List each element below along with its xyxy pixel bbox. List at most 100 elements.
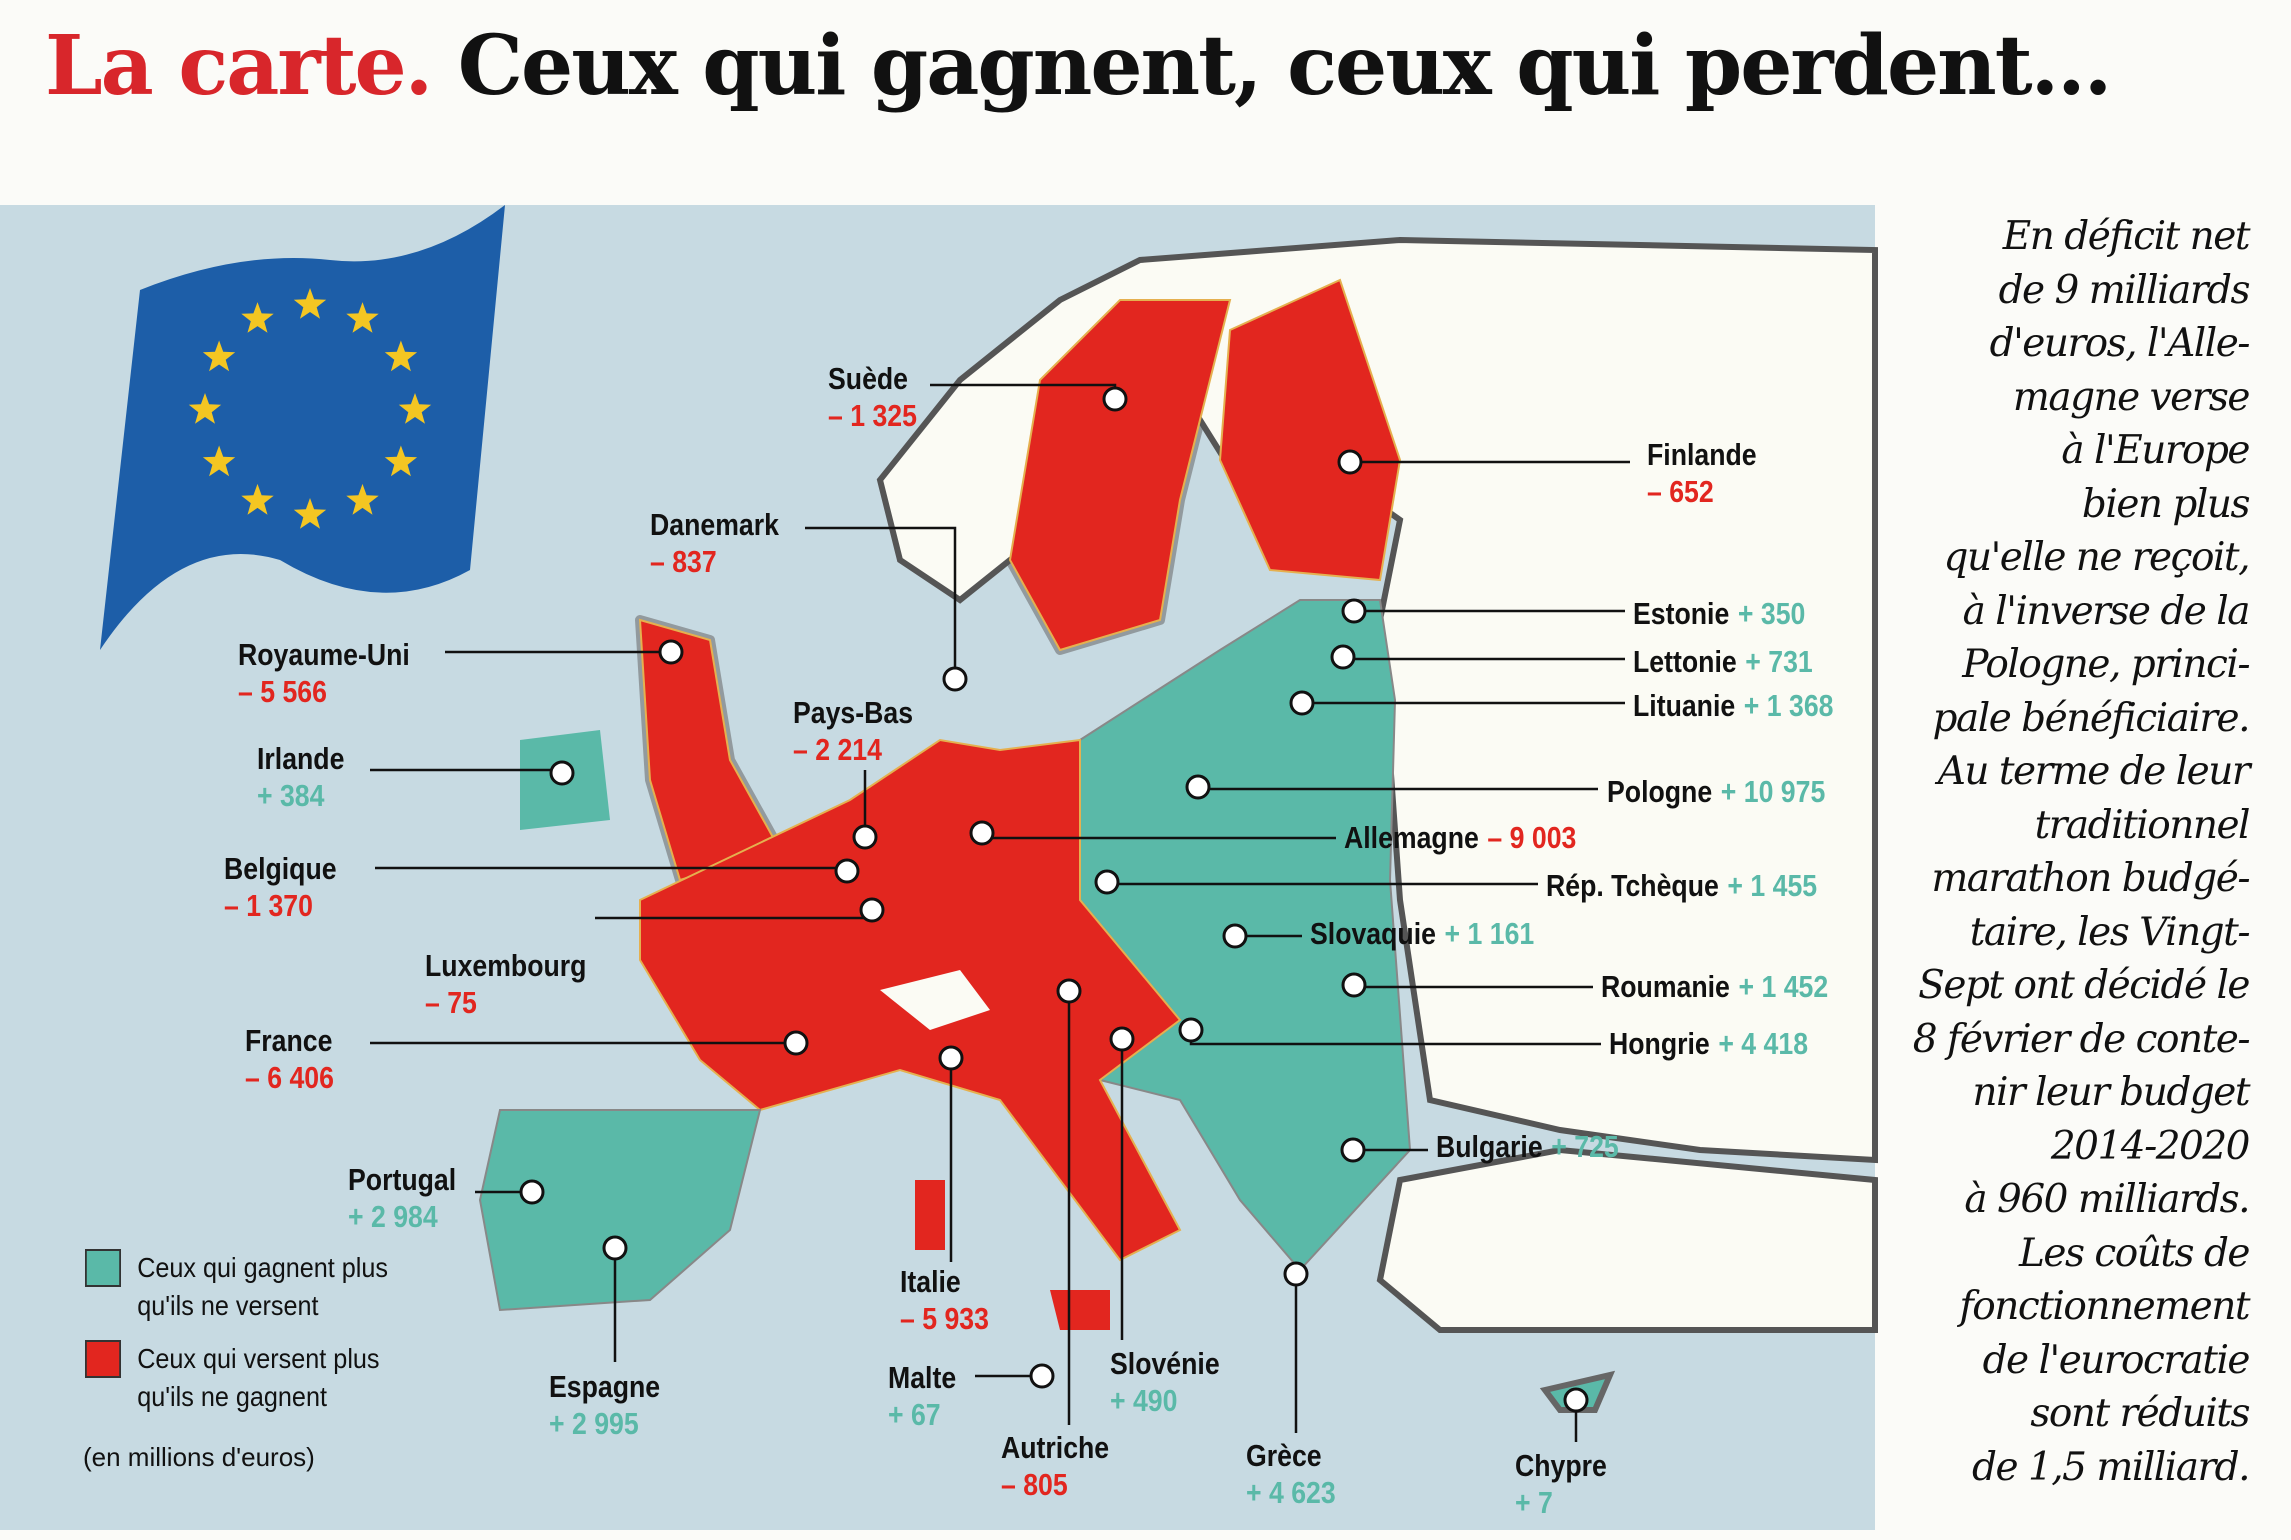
- country-value: – 6 406: [245, 1060, 334, 1096]
- title-main: Ceux qui gagnent, ceux qui perdent...: [457, 18, 2112, 114]
- country-label: Slovénie + 490: [1110, 1345, 1220, 1419]
- sidebar-line: magne verse: [2012, 374, 2251, 420]
- sidebar-line: 8 février de conte-: [1912, 1016, 2251, 1062]
- sidebar-line: de 1,5 milliard.: [1972, 1444, 2251, 1490]
- location-pin: [1178, 1017, 1204, 1043]
- country-name: Slovénie: [1110, 1346, 1220, 1381]
- country-label: Grèce + 4 623: [1246, 1437, 1336, 1511]
- country-value: – 5 933: [900, 1301, 989, 1337]
- country-label: Allemagne – 9 003: [1344, 819, 1576, 856]
- country-name: Bulgarie: [1436, 1129, 1543, 1164]
- sidebar-line: qu'elle ne reçoit,: [1943, 535, 2251, 580]
- country-name: France: [245, 1023, 333, 1058]
- location-pin: [938, 1045, 964, 1071]
- country-label: Slovaquie + 1 161: [1310, 915, 1534, 952]
- legend-gain-line1: Ceux qui gagnent plus: [137, 1252, 388, 1283]
- region-finland: [1218, 278, 1402, 582]
- location-pin: [549, 760, 575, 786]
- page-title: La carte. Ceux qui gagnent, ceux qui per…: [45, 18, 2112, 114]
- location-pin: [1340, 1137, 1366, 1163]
- country-name: Pologne: [1607, 774, 1713, 809]
- country-label: Finlande – 652: [1647, 436, 1757, 510]
- legend-gain: Ceux qui gagnent plus qu'ils ne versent: [85, 1249, 388, 1325]
- country-name: Espagne: [549, 1369, 661, 1404]
- country-label: Italie – 5 933: [900, 1263, 989, 1337]
- country-label: Suède – 1 325: [828, 360, 917, 434]
- country-value: + 2 984: [348, 1199, 438, 1235]
- country-value: + 731: [1745, 644, 1813, 679]
- location-pin: [1341, 598, 1367, 624]
- location-pin: [1341, 972, 1367, 998]
- country-label: Hongrie + 4 418: [1609, 1025, 1808, 1062]
- location-pin: [1109, 1026, 1135, 1052]
- location-pin: [1185, 774, 1211, 800]
- location-pin: [834, 858, 860, 884]
- sidebar-line: traditionnel: [2034, 802, 2251, 848]
- sidebar-line: Au terme de leur: [1937, 749, 2251, 794]
- location-pin: [852, 824, 878, 850]
- country-value: + 4 418: [1718, 1026, 1809, 1061]
- star-icon: [202, 445, 236, 477]
- sidebar-line: Les coûts de: [2019, 1230, 2250, 1276]
- country-value: + 10 975: [1720, 774, 1826, 809]
- star-icon: [398, 393, 432, 424]
- region-switzerland: [880, 970, 990, 1030]
- country-name: Pays-Bas: [793, 695, 914, 730]
- country-label: Belgique – 1 370: [224, 850, 337, 924]
- country-value: + 350: [1737, 596, 1806, 631]
- country-label: Roumanie + 1 452: [1601, 968, 1828, 1005]
- sidebar-line: de 9 milliards: [1998, 267, 2251, 313]
- country-label: France – 6 406: [245, 1022, 334, 1096]
- non-eu-land-turkey: [1376, 1146, 1878, 1333]
- country-value: – 1 370: [224, 888, 313, 924]
- location-pin: [783, 1030, 809, 1056]
- country-name: Finlande: [1647, 437, 1757, 472]
- country-name: Portugal: [348, 1162, 457, 1197]
- country-name: Grèce: [1246, 1438, 1322, 1473]
- country-name: Autriche: [1001, 1430, 1110, 1465]
- star-icon: [241, 302, 274, 333]
- region-sicily: [1050, 1290, 1110, 1330]
- location-pin: [1102, 386, 1128, 412]
- location-pin: [519, 1179, 545, 1205]
- star-icon: [293, 498, 327, 529]
- country-name: Hongrie: [1609, 1026, 1710, 1061]
- location-pin: [1563, 1387, 1589, 1413]
- country-name: Luxembourg: [425, 948, 587, 983]
- star-icon: [202, 340, 236, 372]
- star-icon: [346, 302, 379, 333]
- country-name: Belgique: [224, 851, 337, 886]
- sidebar-line: à 960 milliards.: [1964, 1177, 2250, 1222]
- country-value: – 652: [1647, 474, 1714, 510]
- location-pin: [658, 639, 684, 665]
- country-label: Luxembourg – 75: [425, 947, 586, 1021]
- country-value: – 75: [425, 985, 477, 1021]
- country-label: Estonie + 350: [1633, 595, 1805, 632]
- country-label: Chypre + 7: [1515, 1447, 1607, 1521]
- sidebar-line: à l'Europe: [2061, 428, 2250, 473]
- location-pin: [1330, 644, 1356, 670]
- country-name: Danemark: [650, 507, 779, 542]
- country-name: Malte: [888, 1360, 957, 1395]
- country-name: Suède: [828, 361, 909, 396]
- country-label: Danemark – 837: [650, 506, 779, 580]
- sidebar-line: Pologne, princi-: [1962, 642, 2250, 687]
- legend-gain-swatch: [85, 1249, 121, 1287]
- country-value: + 4 623: [1246, 1475, 1336, 1511]
- legend-loss-line2: qu'ils ne gagnent: [137, 1381, 327, 1412]
- country-value: + 7: [1515, 1485, 1553, 1521]
- title-prefix: La carte.: [45, 18, 433, 114]
- country-name: Lituanie: [1633, 688, 1736, 723]
- sidebar-line: d'euros, l'Alle-: [1989, 321, 2251, 366]
- country-name: Italie: [900, 1264, 961, 1299]
- location-pin: [1222, 923, 1248, 949]
- location-pin: [1094, 869, 1120, 895]
- country-name: Royaume-Uni: [238, 637, 410, 672]
- sidebar-line: à l'inverse de la: [1962, 588, 2251, 634]
- sidebar-text: En déficit net de 9 milliards d'euros, l'A…: [1912, 210, 2251, 1494]
- sidebar-line: Sept ont décidé le: [1918, 963, 2250, 1008]
- country-label: Pays-Bas – 2 214: [793, 694, 913, 768]
- country-name: Slovaquie: [1310, 916, 1436, 951]
- country-name: Allemagne: [1344, 820, 1479, 855]
